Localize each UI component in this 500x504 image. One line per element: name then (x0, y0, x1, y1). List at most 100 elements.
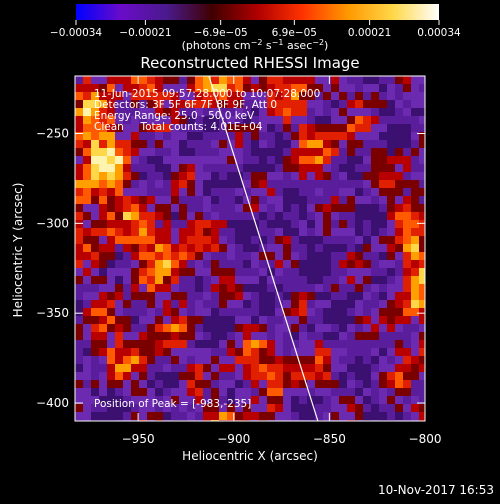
heatmap-cell (115, 244, 123, 252)
heatmap-cell (211, 332, 219, 340)
heatmap-cell (387, 212, 395, 220)
heatmap-cell (379, 236, 387, 244)
heatmap-cell (235, 148, 243, 156)
heatmap-cell (299, 188, 307, 196)
heatmap-cell (139, 324, 147, 332)
heatmap-cell (307, 196, 315, 204)
heatmap-cell (259, 372, 267, 380)
heatmap-cell (187, 340, 195, 348)
heatmap-cell (339, 244, 347, 252)
heatmap-cell (147, 300, 155, 308)
heatmap-cell (307, 348, 315, 356)
heatmap-cell (331, 284, 339, 292)
heatmap-cell (211, 308, 219, 316)
heatmap-cell (219, 252, 227, 260)
heatmap-cell (347, 76, 355, 84)
heatmap-cell (347, 340, 355, 348)
heatmap-cell (131, 244, 139, 252)
heatmap-cell (235, 228, 243, 236)
heatmap-cell (379, 84, 387, 92)
heatmap-cell (419, 92, 425, 100)
heatmap-cell (83, 396, 91, 404)
heatmap-cell (75, 372, 83, 380)
heatmap-cell (123, 324, 131, 332)
heatmap-cell (211, 204, 219, 212)
heatmap-cell (315, 372, 323, 380)
heatmap-cell (187, 116, 195, 124)
heatmap-cell (395, 212, 403, 220)
heatmap-cell (187, 188, 195, 196)
heatmap-cell (363, 356, 371, 364)
heatmap-cell (115, 108, 123, 116)
heatmap-cell (419, 84, 425, 92)
heatmap-cell (187, 220, 195, 228)
heatmap-cell (371, 268, 379, 276)
heatmap-cell (395, 364, 403, 372)
heatmap-cell (155, 364, 163, 372)
heatmap-cell (163, 308, 171, 316)
heatmap-cell (107, 340, 115, 348)
heatmap-cell (371, 388, 379, 396)
heatmap-cell (363, 124, 371, 132)
heatmap-cell (323, 84, 331, 92)
annotation-time-range: 11-Jun-2015 09:57:28.000 to 10:07:28.000 (94, 88, 320, 100)
heatmap-cell (179, 284, 187, 292)
heatmap-cell (171, 100, 179, 108)
heatmap-cell (307, 212, 315, 220)
heatmap-cell (275, 300, 283, 308)
heatmap-cell (291, 316, 299, 324)
heatmap-cell (299, 84, 307, 92)
heatmap-cell (307, 84, 315, 92)
heatmap-cell (355, 164, 363, 172)
heatmap-cell (371, 124, 379, 132)
heatmap-cell (419, 340, 425, 348)
heatmap-cell (371, 348, 379, 356)
heatmap-cell (395, 244, 403, 252)
heatmap-cell (163, 76, 171, 84)
heatmap-cell (211, 220, 219, 228)
heatmap-cell (387, 252, 395, 260)
heatmap-cell (363, 100, 371, 108)
heatmap-cell (323, 92, 331, 100)
heatmap-cell (291, 164, 299, 172)
heatmap-cell (371, 356, 379, 364)
heatmap-cell (243, 148, 251, 156)
heatmap-cell (243, 380, 251, 388)
heatmap-cell (371, 180, 379, 188)
heatmap-cell (307, 364, 315, 372)
heatmap-cell (131, 164, 139, 172)
heatmap-cell (315, 188, 323, 196)
heatmap-cell (83, 92, 91, 100)
heatmap-cell (411, 316, 419, 324)
heatmap-cell (171, 276, 179, 284)
heatmap-cell (219, 140, 227, 148)
heatmap-cell (235, 124, 243, 132)
heatmap-cell (83, 188, 91, 196)
heatmap-cell (131, 228, 139, 236)
heatmap-cell (227, 164, 235, 172)
heatmap-cell (403, 124, 411, 132)
heatmap-cell (99, 276, 107, 284)
heatmap-cell (115, 188, 123, 196)
heatmap-cell (83, 332, 91, 340)
heatmap-cell (347, 148, 355, 156)
heatmap-cell (131, 412, 139, 420)
heatmap-cell (355, 268, 363, 276)
heatmap-cell (283, 132, 291, 140)
heatmap-cell (139, 260, 147, 268)
heatmap-cell (307, 324, 315, 332)
heatmap-cell (179, 92, 187, 100)
heatmap-cell (83, 268, 91, 276)
heatmap-cell (315, 116, 323, 124)
heatmap-cell (331, 76, 339, 84)
heatmap-cell (299, 284, 307, 292)
heatmap-cell (387, 340, 395, 348)
heatmap-cell (99, 140, 107, 148)
heatmap-cell (123, 148, 131, 156)
heatmap-cell (195, 188, 203, 196)
heatmap-cell (131, 316, 139, 324)
heatmap-cell (115, 364, 123, 372)
heatmap-cell (179, 220, 187, 228)
heatmap-cell (187, 364, 195, 372)
heatmap-cell (363, 324, 371, 332)
